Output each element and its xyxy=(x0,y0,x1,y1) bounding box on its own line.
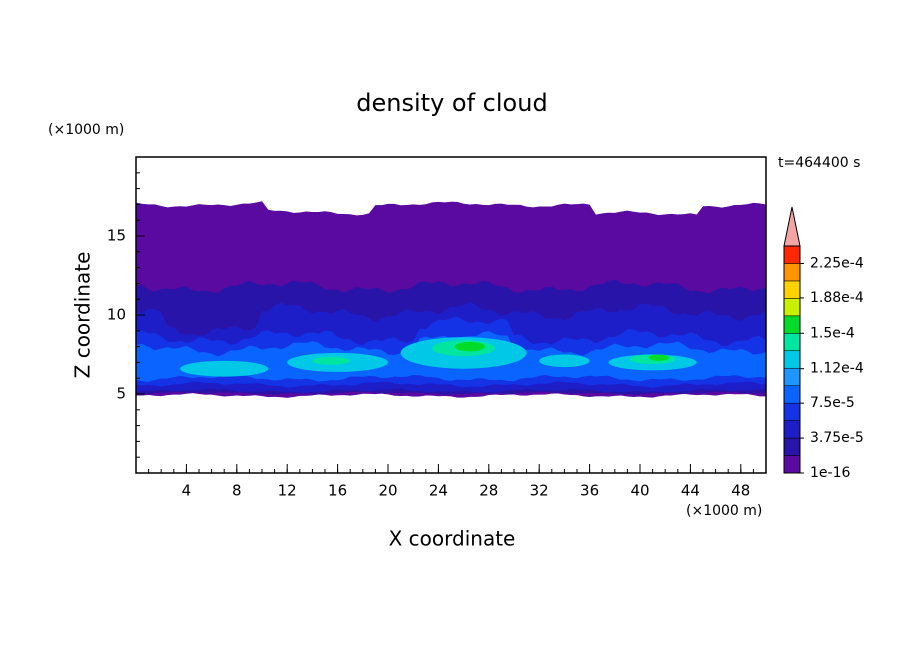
x-tick-label: 36 xyxy=(580,482,599,500)
colorbar-swatch xyxy=(783,298,801,317)
colorbar-label: 1e-16 xyxy=(810,465,850,481)
colorbar-swatch xyxy=(783,333,801,352)
colorbar-swatch xyxy=(783,315,801,334)
x-tick-label: 48 xyxy=(731,482,750,500)
x-axis-label: X coordinate xyxy=(389,527,516,551)
chart-title: density of cloud xyxy=(356,89,547,117)
x-tick-label: 4 xyxy=(182,482,192,500)
contour-blob xyxy=(539,354,590,368)
colorbar-label: 3.75e-5 xyxy=(810,430,864,446)
colorbar-swatch xyxy=(783,385,801,404)
time-annotation: t=464400 s xyxy=(778,155,860,171)
colorbar-swatch xyxy=(783,245,801,264)
y-axis-label: Z coordinate xyxy=(71,252,95,379)
x-tick-label: 8 xyxy=(232,482,242,500)
colorbar-label: 1.5e-4 xyxy=(810,325,855,341)
colorbar-extend xyxy=(783,206,801,247)
colorbar-swatch xyxy=(783,402,801,421)
colorbar-swatch xyxy=(783,367,801,386)
y-unit: (×1000 m) xyxy=(48,122,124,138)
colorbar-swatch xyxy=(783,437,801,456)
x-unit: (×1000 m) xyxy=(686,503,762,519)
x-tick-label: 44 xyxy=(681,482,700,500)
colorbar-label: 7.5e-5 xyxy=(810,395,855,411)
contour-blob xyxy=(454,341,486,352)
contour-blob xyxy=(180,360,269,377)
colorbar-swatch xyxy=(783,263,801,282)
colorbar-swatch xyxy=(783,420,801,439)
contour-field xyxy=(136,201,766,398)
contour-blob xyxy=(648,354,669,361)
x-tick-label: 40 xyxy=(630,482,649,500)
x-tick-label: 12 xyxy=(278,482,297,500)
colorbar-frame xyxy=(783,245,801,474)
x-tick-label: 28 xyxy=(479,482,498,500)
x-tick-label: 20 xyxy=(378,482,397,500)
y-tick-label: 10 xyxy=(107,306,126,324)
x-tick-label: 32 xyxy=(530,482,549,500)
x-tick-label: 24 xyxy=(429,482,448,500)
y-tick-label: 15 xyxy=(107,227,126,245)
colorbar-swatch xyxy=(783,455,801,474)
x-tick-label: 16 xyxy=(328,482,347,500)
colorbar-swatch xyxy=(783,350,801,369)
contour-blob xyxy=(312,356,351,365)
y-tick-label: 5 xyxy=(116,385,126,403)
colorbar-label: 2.25e-4 xyxy=(810,255,864,271)
colorbar-label: 1.88e-4 xyxy=(810,290,864,306)
colorbar-swatch xyxy=(783,280,801,299)
colorbar-label: 1.12e-4 xyxy=(810,361,864,377)
